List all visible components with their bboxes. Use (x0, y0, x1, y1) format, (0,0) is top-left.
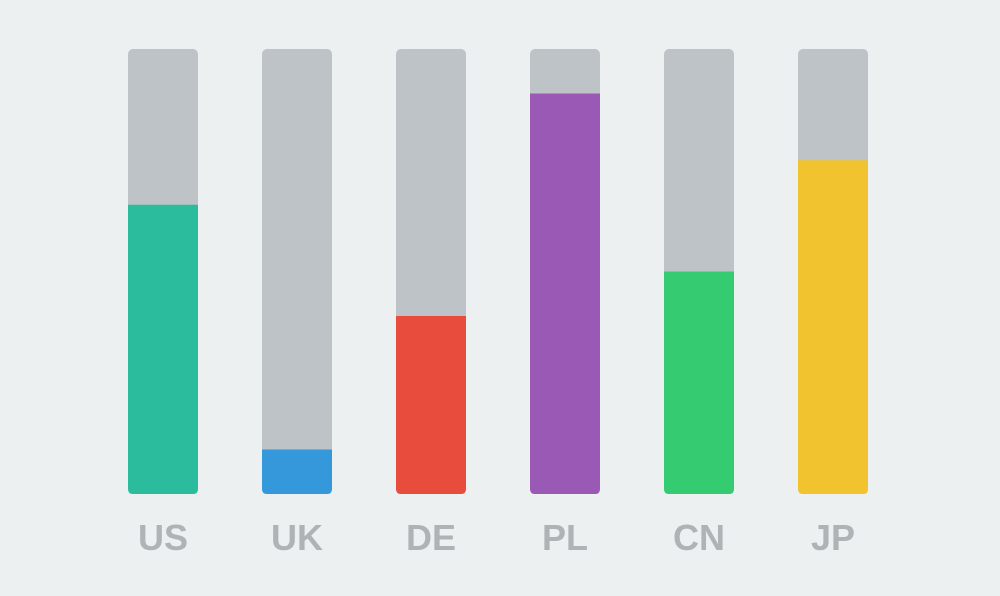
bar-us (128, 204, 198, 494)
bar-jp (798, 160, 868, 494)
category-label-us: US (138, 517, 188, 558)
category-label-pl: PL (542, 517, 588, 558)
category-label-uk: UK (271, 517, 323, 558)
bar-tracks (128, 49, 868, 494)
bar-de (396, 316, 466, 494)
category-label-jp: JP (811, 517, 855, 558)
category-labels: US UK DE PL CN JP (138, 517, 855, 558)
bar-pl (530, 93, 600, 494)
bar-cn (664, 271, 734, 494)
category-label-de: DE (406, 517, 456, 558)
bar-track-uk (262, 49, 332, 494)
category-label-cn: CN (673, 517, 725, 558)
bar-uk (262, 449, 332, 494)
bar-fills (128, 93, 868, 494)
